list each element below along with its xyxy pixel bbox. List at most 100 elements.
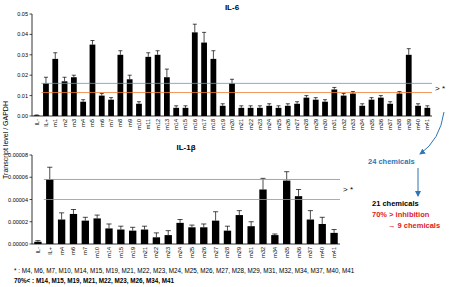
- x-axis: [32, 116, 432, 117]
- bar: [80, 102, 86, 116]
- error-bar: [332, 87, 336, 89]
- bar: [201, 43, 207, 116]
- bar: [153, 237, 160, 244]
- bar: [224, 231, 231, 244]
- y-tick-label: 0.04: [17, 31, 28, 37]
- x-tick-label: m21: [142, 247, 148, 258]
- x-tick-label: m9: [127, 119, 133, 127]
- bar: [295, 196, 302, 244]
- bar: [387, 104, 393, 116]
- plot-marks: [34, 24, 432, 116]
- x-tick-label: m25: [276, 119, 282, 130]
- x-tick-label: m29: [313, 119, 319, 130]
- bar: [276, 108, 282, 116]
- error-bar: [72, 75, 76, 77]
- error-bar: [342, 94, 346, 96]
- error-bar-cap: [211, 50, 215, 51]
- bar: [330, 233, 337, 244]
- bar: [424, 108, 430, 116]
- x-tick-label: m11: [145, 119, 151, 129]
- error-bar-cap: [154, 232, 159, 233]
- error-bar-stem: [213, 51, 214, 59]
- reference-line: [41, 92, 432, 93]
- footnote: 70%< : M14, M15, M19, M21, M22, M23, M26…: [14, 277, 175, 285]
- error-bar-stem: [194, 24, 195, 32]
- error-bar: [59, 213, 64, 220]
- bar: [99, 96, 105, 116]
- y-tick-label: 0.05: [17, 11, 28, 17]
- error-bar-stem: [227, 226, 228, 230]
- error-bar: [178, 220, 183, 223]
- error-bar: [128, 75, 132, 79]
- bar: [136, 104, 142, 116]
- error-bar: [425, 106, 429, 108]
- bar: [304, 98, 310, 116]
- x-tick-label: IL-: [35, 247, 41, 254]
- x-tick-label: m27: [213, 247, 219, 258]
- x-tick-label: m10: [136, 119, 142, 130]
- annotation: 70% > inhibition: [372, 210, 430, 219]
- x-tick-label: m28: [224, 247, 230, 258]
- error-bar-stem: [204, 32, 205, 42]
- error-bar-cap: [137, 101, 141, 102]
- error-bar: [360, 104, 364, 106]
- x-tick-label: m31: [248, 247, 254, 258]
- error-bar-stem: [232, 79, 233, 83]
- x-tick-label: m40: [415, 119, 421, 130]
- bar: [93, 218, 100, 244]
- y-tick-label: 0.00004: [8, 197, 28, 203]
- reference-line: [44, 179, 340, 180]
- error-bar-cap: [189, 225, 194, 226]
- bar: [108, 100, 114, 116]
- error-bar: [272, 234, 277, 235]
- error-bar-cap: [35, 114, 39, 115]
- x-tick-label: m15: [182, 119, 188, 130]
- error-bar-cap: [332, 87, 336, 88]
- error-bar-stem: [203, 224, 204, 227]
- x-tick-label: m17: [201, 119, 207, 130]
- error-bar-cap: [53, 52, 57, 53]
- error-bar-stem: [157, 51, 158, 55]
- error-bar-cap: [59, 212, 64, 213]
- bar: [173, 108, 179, 116]
- x-tick-label: m19: [130, 247, 136, 258]
- x-tick-label: m34: [272, 247, 278, 258]
- bar: [62, 81, 68, 116]
- error-bar-stem: [97, 215, 98, 218]
- error-bar: [379, 96, 383, 98]
- y-axis-label: Transcript level / GAPDH: [2, 101, 10, 179]
- error-bar: [71, 210, 76, 214]
- bar: [200, 227, 207, 244]
- reference-line: [44, 199, 340, 200]
- error-bar-stem: [408, 49, 409, 55]
- bar: [307, 220, 314, 244]
- error-bar-stem: [166, 69, 167, 77]
- error-bar: [260, 178, 265, 189]
- error-bar-cap: [249, 105, 253, 106]
- x-tick-label: m22: [248, 119, 254, 130]
- error-bar-cap: [379, 95, 383, 96]
- x-tick-label: m8: [117, 119, 123, 127]
- bar: [211, 59, 217, 116]
- x-tick-label: IL+: [43, 119, 49, 127]
- reference-label: > *: [343, 185, 353, 194]
- error-bar-cap: [44, 77, 48, 78]
- error-bar: [47, 167, 52, 179]
- bar: [257, 108, 263, 116]
- x-tick-label: m14: [106, 247, 112, 258]
- error-bar-cap: [142, 226, 147, 227]
- x-tick-label: m41: [424, 119, 430, 130]
- bar: [70, 214, 77, 244]
- error-bar-stem: [322, 217, 323, 224]
- annotation: 24 chemicals: [368, 157, 415, 166]
- error-bar-cap: [225, 226, 230, 227]
- bar: [397, 94, 403, 116]
- error-bar-stem: [120, 51, 121, 55]
- bar: [285, 106, 291, 116]
- error-bar-cap: [249, 221, 254, 222]
- error-bar-stem: [263, 178, 264, 189]
- error-bar-cap: [72, 75, 76, 76]
- bar: [238, 108, 244, 116]
- bar: [229, 83, 235, 116]
- error-bar: [249, 222, 254, 226]
